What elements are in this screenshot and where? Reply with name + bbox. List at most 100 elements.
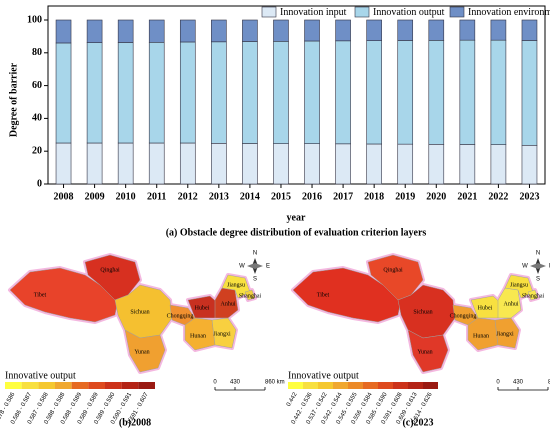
legend-color [378,382,393,389]
bar-segment [179,142,196,185]
x-axis-title: year [287,212,306,223]
x-tick-label: 2023 [519,191,539,202]
bar-segment [86,142,103,185]
province-label: Hubei [478,305,493,311]
legend-label: Innovation output [373,7,445,18]
compass-label: S [536,277,540,283]
legend-color [423,382,438,389]
province-label: Sichuan [413,309,432,315]
scale-label: 860 km [548,380,550,386]
x-tick-label: 2019 [395,191,415,202]
x-tick-label: 2013 [209,191,229,202]
bar-segment [521,144,538,185]
province-label: Hunan [473,333,489,339]
legend-color [363,382,378,389]
bar-segment [397,19,414,41]
bar-segment [304,19,320,42]
legend-color [348,382,363,389]
bar-segment [211,41,227,144]
legend-title: Innovative output [5,370,76,381]
bar-segment [273,143,289,185]
legend-color [55,382,72,389]
bar-segment [242,41,258,144]
bar-segment [117,19,134,43]
compass-label: E [549,264,550,270]
x-tick-label: 2008 [54,191,74,202]
province [211,317,237,349]
bar-segment [211,19,227,43]
bar-segment [459,144,476,185]
x-tick-label: 2009 [85,191,105,202]
bar-segment [242,19,258,42]
province-label: Shanghai [522,293,545,299]
legend-color [105,382,122,389]
x-tick-label: 2022 [488,191,508,202]
scale-label: 0 [213,380,217,386]
bar-segment [304,143,320,185]
legend-color [303,382,318,389]
bar-segment [521,40,538,146]
x-tick-label: 2015 [271,191,291,202]
legend-color [288,382,303,389]
province [527,289,539,301]
compass-label: E [266,264,270,270]
x-tick-label: 2018 [364,191,384,202]
bar-segment [86,42,103,144]
map-caption: (b)2008 [119,417,151,428]
compass-label: W [239,264,245,270]
province-label: Chongqing [167,313,194,319]
bar-segment [86,19,103,43]
legend-color [393,382,408,389]
province-label: Sichuan [130,309,149,315]
scale-label: 0 [496,380,500,386]
compass-label: W [522,264,528,270]
bar-segment [211,143,227,185]
legend-swatch [354,6,370,18]
province-label: Anhui [221,301,236,307]
province [244,289,256,301]
y-tick-label: 60 [32,80,42,91]
x-tick-label: 2012 [178,191,198,202]
legend-color [21,382,39,389]
legend-label: Innovation input [280,7,347,18]
legend-swatch [449,6,465,18]
bar-segment [490,19,507,41]
province-label: Shanghai [239,293,262,299]
province-label: Jiangsu [227,282,245,288]
bar-segment [366,19,382,41]
x-tick-label: 2016 [302,191,322,202]
legend-color [138,382,155,389]
province [124,329,166,373]
province-label: Chongqing [450,313,477,319]
compass [247,263,263,269]
province-label: Anhui [504,301,519,307]
y-axis-title: Degree of barrier [8,62,19,137]
province-label: Tibet [317,292,330,298]
bar-segment [397,40,414,145]
bar-segment [148,142,165,185]
compass-label: N [253,251,257,257]
bar-segment [273,19,289,42]
bar-segment [304,40,320,144]
province-label: Jiangxi [496,331,514,337]
y-tick-label: 100 [27,14,42,25]
bar-segment [55,42,72,144]
bar-segment [55,142,72,185]
x-tick-label: 2010 [116,191,136,202]
province-label: Qinghai [100,267,120,273]
x-tick-label: 2021 [457,191,477,202]
province-label: Jiangsu [510,282,528,288]
x-tick-label: 2014 [240,191,260,202]
bar-segment [242,143,258,185]
bar-segment [428,40,445,145]
y-tick-label: 0 [37,178,42,189]
province-label: Yunan [134,349,149,355]
province-label: Hunan [190,333,206,339]
bar-segment [117,142,134,185]
bar-segment [148,42,165,144]
map-caption: (c)2023 [402,417,433,428]
legend-color [38,382,55,389]
bar-segment [490,144,507,185]
province [407,329,449,373]
province-label: Hubei [195,305,210,311]
